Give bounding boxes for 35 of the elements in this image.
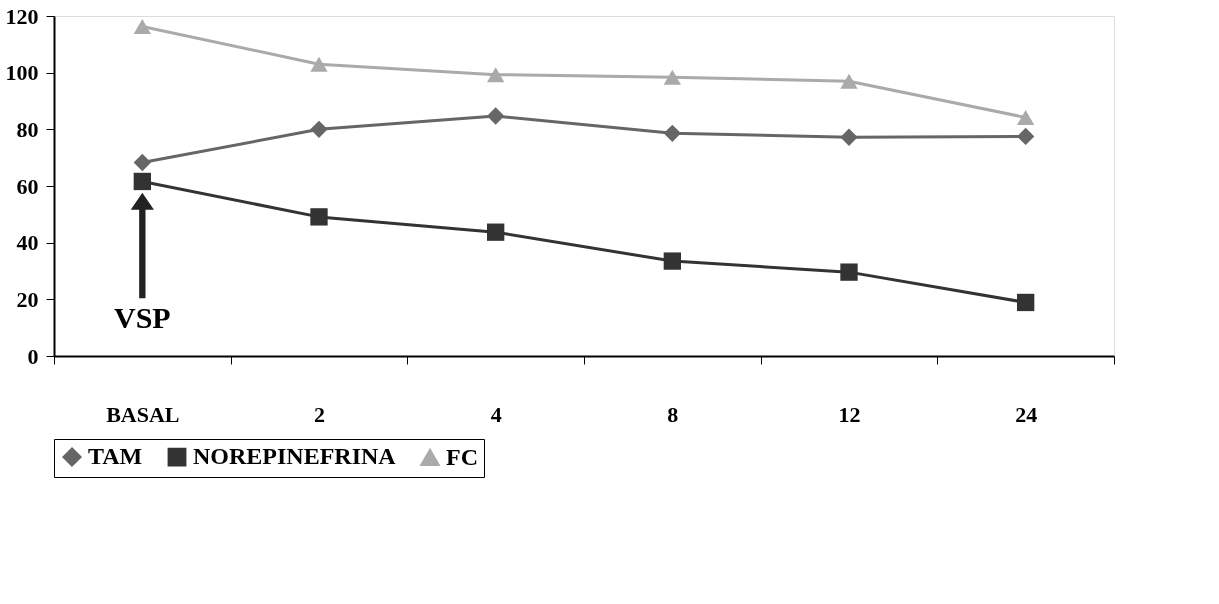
y-tick-label: 100 [5,60,39,86]
point [487,67,505,83]
point [840,128,858,146]
point [310,120,328,138]
x-tick-label: 2 [314,401,325,427]
x-tick-label: 24 [1015,401,1038,427]
x-tick-label: BASAL [106,401,180,427]
y-tick-label: 0 [27,343,39,369]
point [310,56,328,72]
point [133,172,151,191]
legend-label: FC [446,443,478,470]
point [487,107,505,125]
point [1017,293,1035,312]
y-tick-label: 80 [16,116,39,142]
point [133,153,151,172]
point [840,73,858,89]
x-tick-label: 8 [667,401,679,427]
legend-label: TAM [88,443,143,470]
y-tick-label: 60 [16,173,39,199]
point [1017,127,1035,146]
point [840,263,858,281]
y-tick-label: 20 [16,286,39,312]
y-tick-label: 40 [16,230,39,256]
point [487,223,505,241]
point [663,252,681,270]
x-tick-label: 12 [838,401,861,427]
y-tick-label: 120 [5,3,39,29]
point [663,69,681,85]
point [310,208,328,226]
legend-label: NOREPINEFRINA [193,443,397,470]
point [133,18,151,34]
x-tick-label: 4 [490,401,502,427]
point [1017,109,1035,125]
annotation: VSP [113,301,171,335]
point [663,124,681,142]
